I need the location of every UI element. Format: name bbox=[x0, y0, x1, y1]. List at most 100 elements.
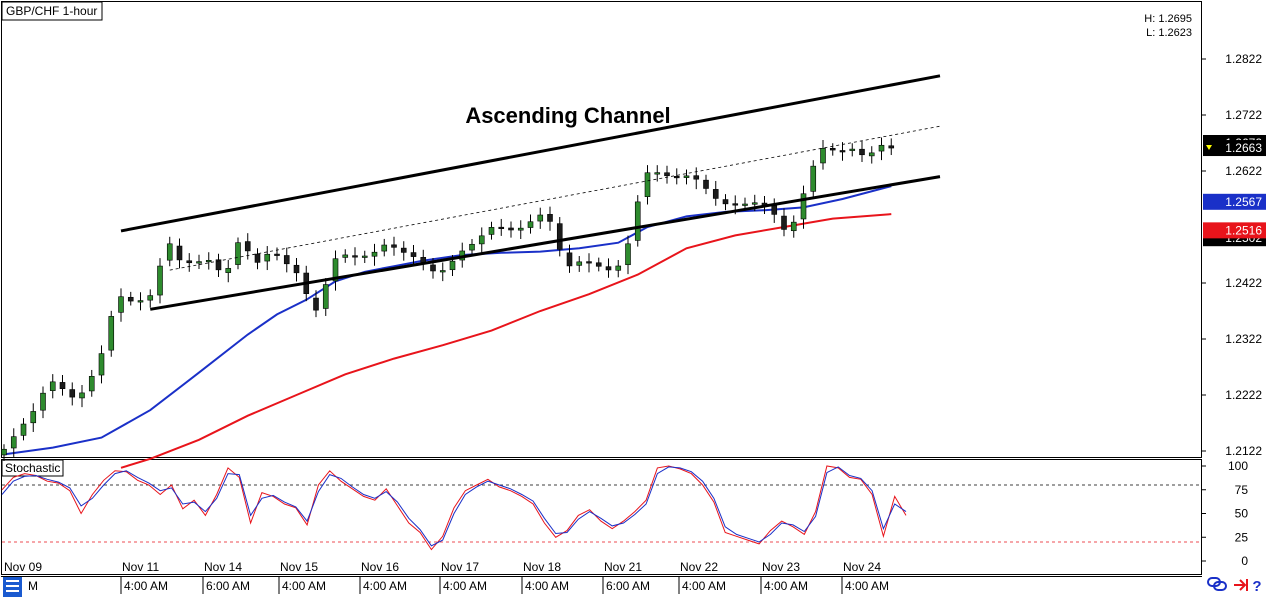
candle-body bbox=[371, 251, 378, 257]
price-badge bbox=[1203, 193, 1266, 210]
candle-body bbox=[439, 270, 446, 273]
candle-body bbox=[244, 241, 251, 252]
price-tick-label: 1.2422 bbox=[1225, 276, 1262, 290]
candle-body bbox=[683, 175, 690, 178]
price-badge bbox=[1203, 222, 1266, 239]
candle-body bbox=[693, 175, 700, 180]
candle-body bbox=[264, 253, 271, 262]
candle-body bbox=[595, 262, 602, 267]
candle-body bbox=[547, 214, 553, 222]
candle-body bbox=[537, 214, 544, 222]
candle-body bbox=[868, 152, 875, 157]
candle-body bbox=[839, 150, 846, 153]
candle-body bbox=[586, 261, 592, 264]
candle-body bbox=[673, 176, 680, 179]
candle-body bbox=[313, 297, 319, 311]
candle-body bbox=[400, 247, 407, 253]
x-date-label: Nov 17 bbox=[441, 560, 479, 574]
chart-title-box bbox=[1, 1, 103, 21]
candle-body bbox=[176, 245, 183, 261]
price-badge-label: 1.2516 bbox=[1225, 223, 1262, 237]
price-tick-label: 1.2122 bbox=[1225, 444, 1262, 458]
arrow-right-icon[interactable] bbox=[1234, 579, 1248, 591]
candle-body bbox=[488, 227, 495, 235]
low-readout: L: 1.2623 bbox=[1146, 27, 1192, 39]
candle-body bbox=[118, 296, 124, 313]
candle-body bbox=[634, 201, 641, 241]
candle-body bbox=[274, 253, 280, 256]
svg-text:?: ? bbox=[1252, 578, 1261, 595]
main-plot-frame bbox=[1, 1, 1202, 458]
candle-body bbox=[1, 448, 7, 456]
candle-body bbox=[98, 353, 105, 376]
candle-body bbox=[235, 242, 241, 265]
x-date-label: Nov 09 bbox=[4, 560, 42, 574]
candle-body bbox=[527, 221, 534, 228]
link-icon[interactable] bbox=[1207, 577, 1227, 591]
candle-body bbox=[615, 265, 622, 271]
x-time-label: 6:00 AM bbox=[206, 579, 250, 593]
candle-body bbox=[576, 261, 583, 266]
candle-body bbox=[79, 392, 85, 399]
candle-body bbox=[703, 179, 709, 189]
x-date-label: Nov 18 bbox=[523, 560, 561, 574]
price-badge-label: 1.2663 bbox=[1225, 141, 1262, 155]
x-date-label: Nov 24 bbox=[843, 560, 881, 574]
candle-body bbox=[829, 147, 836, 151]
ma-red-line bbox=[120, 213, 892, 469]
x-time-label: 4:00 AM bbox=[443, 579, 487, 593]
candle-body bbox=[196, 261, 202, 264]
candle-body bbox=[186, 260, 193, 264]
x-date-label: Nov 15 bbox=[280, 560, 318, 574]
candle-body bbox=[664, 172, 670, 177]
chart-title: GBP/CHF 1-hour bbox=[6, 4, 97, 18]
candle-body bbox=[215, 259, 222, 271]
candle-body bbox=[751, 202, 758, 205]
channel-upper-line bbox=[120, 74, 941, 233]
candle-body bbox=[361, 255, 368, 258]
help-icon[interactable]: ? bbox=[1252, 578, 1261, 595]
candle-body bbox=[166, 243, 173, 261]
candle-body bbox=[517, 227, 524, 231]
high-readout: H: 1.2695 bbox=[1144, 13, 1192, 25]
price-tick-label: 1.2322 bbox=[1225, 332, 1262, 346]
candle-body bbox=[108, 316, 115, 351]
x-time-label: 4:00 AM bbox=[845, 579, 889, 593]
channel-annotation: Ascending Channel bbox=[465, 103, 670, 128]
candle-body bbox=[566, 252, 573, 267]
x-date-label: Nov 23 bbox=[762, 560, 800, 574]
candle-body bbox=[625, 243, 631, 266]
candle-body bbox=[410, 252, 417, 257]
candle-body bbox=[391, 244, 397, 248]
candle-body bbox=[254, 253, 261, 263]
candle-body bbox=[69, 389, 76, 398]
x-time-label: 4:00 AM bbox=[282, 579, 326, 593]
candle-body bbox=[381, 244, 388, 252]
candle-body bbox=[800, 193, 807, 220]
candle-body bbox=[127, 296, 134, 302]
price-tick-label: 1.2222 bbox=[1225, 388, 1262, 402]
candle-body bbox=[849, 148, 856, 151]
candle-body bbox=[722, 199, 729, 205]
channel-mid-line bbox=[169, 125, 941, 271]
candle-body bbox=[430, 264, 436, 272]
candle-body bbox=[478, 235, 485, 245]
candle-body bbox=[20, 423, 27, 436]
price-tick-label: 1.2822 bbox=[1225, 52, 1262, 66]
candle-body bbox=[205, 260, 212, 263]
candle-body bbox=[157, 265, 163, 296]
candle-body bbox=[878, 144, 885, 152]
x-date-label: Nov 21 bbox=[604, 560, 642, 574]
stoch-tick-label: 50 bbox=[1235, 507, 1249, 521]
candle-body bbox=[49, 381, 56, 391]
x-date-label: Nov 22 bbox=[680, 560, 718, 574]
price-badge-label: 1.2567 bbox=[1225, 195, 1262, 209]
price-tick-label: 1.2722 bbox=[1225, 108, 1262, 122]
current-price-marker bbox=[1206, 145, 1212, 151]
candle-body bbox=[342, 254, 349, 258]
candle-body bbox=[888, 145, 895, 149]
menu-icon[interactable] bbox=[3, 577, 22, 597]
candle-body bbox=[137, 300, 144, 303]
candle-body bbox=[820, 148, 826, 164]
price-tick-label: 1.2622 bbox=[1225, 164, 1262, 178]
